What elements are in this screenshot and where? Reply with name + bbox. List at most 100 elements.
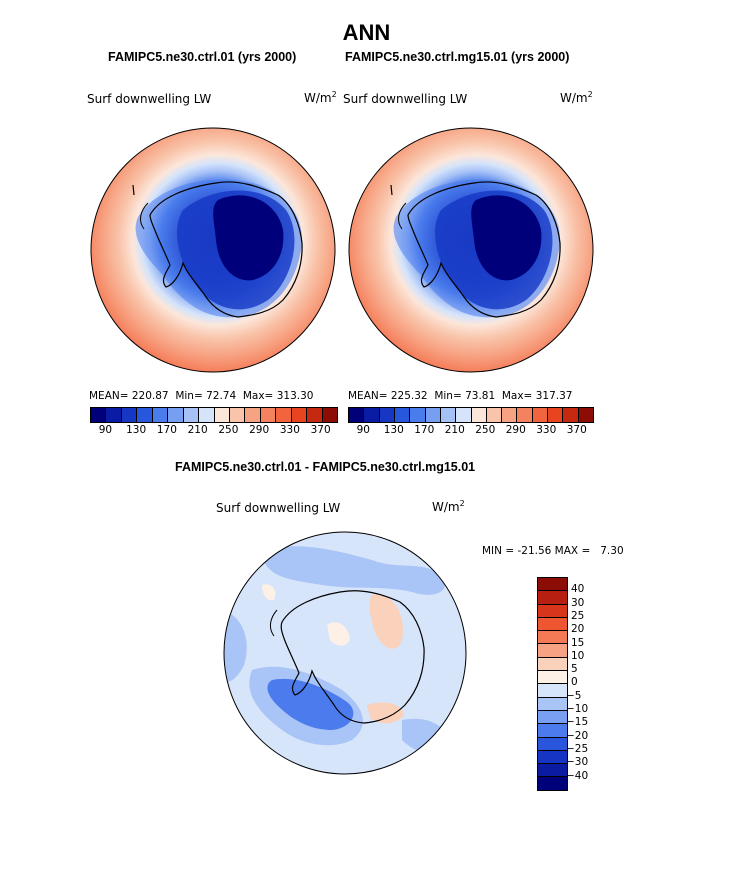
panel2-variable-label: Surf downwelling LW	[343, 92, 468, 106]
diff-colorbar-swatch	[538, 617, 567, 632]
panel2-colorbar-swatch	[471, 408, 487, 422]
panel2-colorbar-swatch	[517, 408, 533, 422]
diff-colorbar-swatch	[538, 657, 567, 672]
panel1-colorbar-tick-label: 170	[156, 424, 177, 436]
panel2-colorbar-tick-label: 370	[566, 424, 587, 436]
panel2-colorbar-tick-label: 130	[383, 424, 404, 436]
panel2-colorbar-swatch	[364, 408, 380, 422]
diff-colorbar-swatch	[538, 578, 567, 592]
diff-colorbar-tick-label: −15	[566, 716, 589, 729]
panel1-colorbar-tick-label: 370	[310, 424, 331, 436]
diff-colorbar-tick-label: 0	[571, 676, 578, 689]
panel1-colorbar-swatch	[245, 408, 261, 422]
panel2-min-value: 73.81	[465, 390, 496, 402]
panel1-stats: MEAN= 220.87 Min= 72.74 Max= 313.30	[89, 390, 313, 402]
panel1-colorbar-tick-label: 210	[187, 424, 208, 436]
panel2-max-value: 317.37	[535, 390, 573, 402]
diff-colorbar-tick-label: 40	[571, 583, 585, 596]
diff-colorbar-swatch	[538, 631, 567, 645]
panel1-mean-value: 220.87	[131, 390, 169, 402]
panel1-colorbar-swatch	[168, 408, 184, 422]
panel1-colorbar-swatch	[291, 408, 308, 422]
panel1-colorbar-swatch	[214, 408, 230, 422]
panel1-max-value: 313.30	[276, 390, 314, 402]
diff-colorbar-tick-label: −20	[566, 729, 589, 742]
panel1-colorbar-swatch	[137, 408, 153, 422]
panel2-min-label: Min=	[434, 390, 462, 402]
panel1-colorbar-swatch	[307, 408, 323, 422]
diff-colorbar-tick-label: −30	[566, 756, 589, 769]
diff-colorbar-tick-label: 5	[571, 663, 578, 676]
panel1-min-label: Min=	[175, 390, 203, 402]
panel1-colorbar-swatch	[199, 408, 215, 422]
panel2-colorbar-ticks: 90 130 170 210 250 290 330 370	[348, 424, 592, 438]
panel2-stats: MEAN= 225.32 Min= 73.81 Max= 317.37	[348, 390, 572, 402]
diff-colorbar-tick-label: −10	[566, 703, 589, 715]
diff-colorbar-swatch	[538, 697, 567, 711]
panel2-colorbar-swatch	[410, 408, 426, 422]
panel1-colorbar	[90, 407, 338, 423]
panel1-colorbar-swatch	[276, 408, 292, 422]
diff-colorbar	[537, 577, 568, 791]
panel1-colorbar-swatch	[229, 408, 246, 422]
diff-colorbar-tick-label: 25	[571, 609, 585, 622]
diff-colorbar-swatch	[538, 724, 567, 738]
diff-colorbar-swatch	[538, 777, 567, 790]
panel2-colorbar-tick-label: 90	[356, 424, 370, 436]
panel1-case-title: FAMIPC5.ne30.ctrl.01 (yrs 2000)	[108, 50, 297, 64]
panel1-colorbar-tick-label: 330	[279, 424, 300, 436]
panel1-colorbar-swatch	[106, 408, 122, 422]
diff-colorbar-ticks: 40 30 25 20 15 10 5 0 −5 −10 −15 −20 −25 −30 −40	[566, 577, 611, 782]
panel1-colorbar-tick-label: 290	[249, 424, 270, 436]
panel2-colorbar-swatch	[440, 408, 457, 422]
panel2-colorbar-swatch	[349, 408, 365, 422]
panel1-mean-label: MEAN=	[89, 390, 129, 402]
panel2-colorbar-swatch	[532, 408, 549, 422]
diff-units: W/m2	[432, 499, 465, 514]
panel2-case-title: FAMIPC5.ne30.ctrl.mg15.01 (yrs 2000)	[345, 50, 570, 64]
panel2-polar-map	[348, 127, 594, 373]
panel1-colorbar-swatch	[322, 408, 337, 422]
diff-colorbar-tick-label: 10	[571, 649, 585, 662]
panel2-colorbar-tick-label: 330	[536, 424, 557, 436]
diff-colorbar-swatch	[538, 604, 567, 618]
panel1-colorbar-ticks: 90 130 170 210 250 290 330 370	[90, 424, 336, 438]
panel2-colorbar-swatch	[578, 408, 593, 422]
panel2-colorbar-tick-label: 290	[505, 424, 526, 436]
diff-colorbar-tick-label: −5	[566, 689, 582, 702]
panel1-colorbar-swatch	[260, 408, 277, 422]
panel2-colorbar	[348, 407, 594, 423]
panel2-colorbar-swatch	[548, 408, 564, 422]
panel1-colorbar-swatch	[121, 408, 138, 422]
diff-colorbar-swatch	[538, 750, 567, 765]
diff-colorbar-tick-label: −25	[566, 742, 589, 755]
panel2-colorbar-swatch	[486, 408, 503, 422]
panel1-max-label: Max=	[242, 390, 274, 402]
diff-colorbar-tick-label: 15	[571, 636, 585, 649]
panel1-colorbar-tick-label: 90	[98, 424, 113, 436]
panel2-colorbar-swatch	[394, 408, 411, 422]
panel1-colorbar-swatch	[91, 408, 107, 422]
panel2-colorbar-swatch	[563, 408, 579, 422]
diff-colorbar-tick-label: 20	[571, 623, 585, 636]
page-title: ANN	[342, 20, 391, 45]
panel1-min-value: 72.74	[206, 390, 237, 402]
panel2-colorbar-swatch	[502, 408, 518, 422]
panel1-colorbar-tick-label: 250	[218, 424, 239, 436]
diff-colorbar-swatch	[538, 737, 567, 751]
panel2-mean-label: MEAN=	[348, 390, 388, 402]
panel1-variable-label: Surf downwelling LW	[87, 92, 212, 106]
diff-colorbar-swatch	[538, 764, 567, 778]
diff-colorbar-swatch	[538, 710, 567, 725]
panel1-colorbar-tick-label: 130	[126, 424, 147, 436]
panel2-colorbar-swatch	[379, 408, 395, 422]
panel2-units: W/m2	[560, 90, 593, 105]
panel1-polar-map	[90, 127, 336, 373]
panel2-colorbar-swatch	[425, 408, 441, 422]
panel1-colorbar-swatch	[152, 408, 169, 422]
panel2-colorbar-tick-label: 210	[444, 424, 465, 436]
diff-colorbar-swatch	[538, 644, 567, 658]
panel1-colorbar-swatch	[183, 408, 200, 422]
diff-colorbar-swatch	[538, 671, 567, 685]
panel1-units: W/m2	[304, 90, 337, 105]
